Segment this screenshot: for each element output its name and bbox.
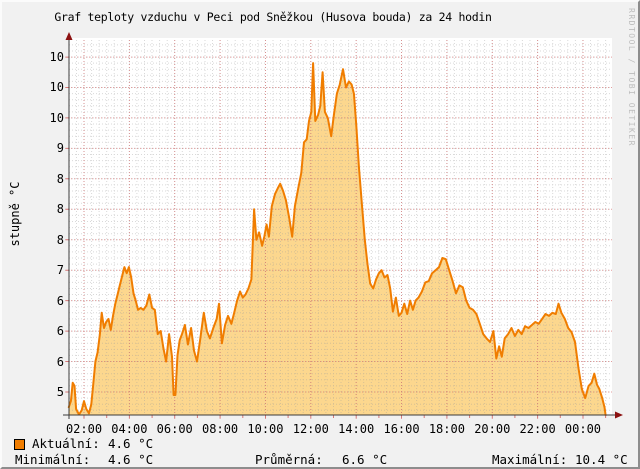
x-tick-label: 20:00 <box>474 422 511 436</box>
legend-max-label: Maximální: <box>492 452 568 467</box>
y-tick-label: 6 <box>56 354 64 369</box>
x-tick-label: 10:00 <box>247 422 284 436</box>
x-tick-label: 14:00 <box>338 422 375 436</box>
x-tick-label: 08:00 <box>202 422 239 436</box>
y-tick-label: 8 <box>56 171 64 186</box>
y-tick-label: 8 <box>56 202 64 217</box>
legend-current-value: 4.6 °C <box>108 436 154 451</box>
legend-max-value: 10.4 °C <box>575 452 628 467</box>
legend-current-label: Aktuální: <box>32 436 100 451</box>
y-tick-label: 6 <box>56 293 64 308</box>
x-tick-label: 18:00 <box>428 422 465 436</box>
y-tick-label: 10 <box>49 110 64 125</box>
x-tick-label: 16:00 <box>383 422 420 436</box>
legend-swatch <box>14 439 25 450</box>
legend-min-value: 4.6 °C <box>108 452 154 467</box>
x-tick-label: 22:00 <box>519 422 556 436</box>
y-tick-label: 5 <box>56 384 64 399</box>
x-tick-label: 02:00 <box>65 422 103 436</box>
x-tick-label: 12:00 <box>292 422 329 436</box>
y-tick-label: 8 <box>56 232 64 247</box>
y-tick-label: 9 <box>56 141 64 156</box>
legend-avg-value: 6.6 °C <box>342 452 388 467</box>
x-tick-label: 00:00 <box>564 422 602 436</box>
chart-title: Graf teploty vzduchu v Peci pod Sněžkou … <box>54 10 492 24</box>
y-tick-label: 10 <box>49 50 64 65</box>
legend-min-label: Minimální: <box>15 452 91 467</box>
y-tick-label: 6 <box>56 324 64 339</box>
y-tick-label: 10 <box>49 80 64 95</box>
x-tick-label: 06:00 <box>156 422 193 436</box>
x-tick-label: 04:00 <box>111 422 148 436</box>
y-tick-label: 7 <box>56 263 64 278</box>
legend-avg-label: Průměrná: <box>255 452 323 467</box>
rrdtool-watermark: RRDTOOL / TOBI OETIKER <box>627 8 636 147</box>
